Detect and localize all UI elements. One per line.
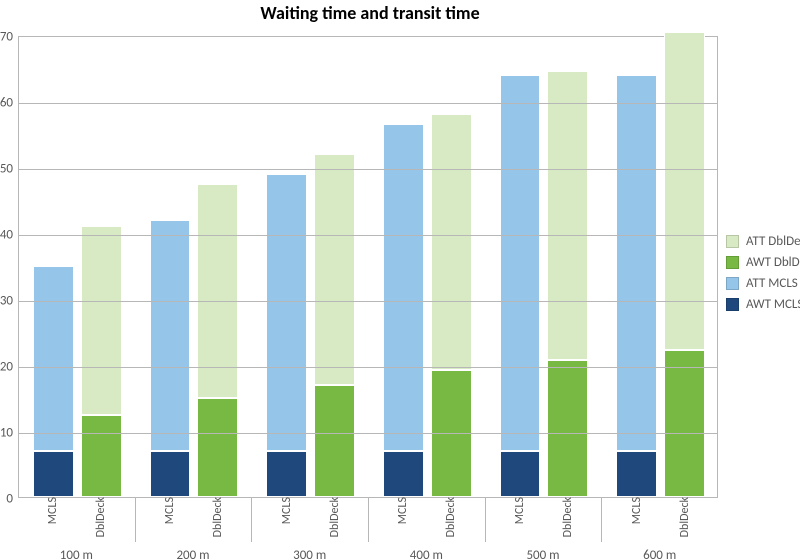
- chart-container: Waiting time and transit time MCLSDblDec…: [0, 0, 800, 560]
- x-group-tick: [601, 498, 602, 542]
- group-label: 600 m: [643, 548, 676, 560]
- bar-category-label: MCLS: [163, 497, 177, 528]
- bar-att-mcls: [33, 266, 74, 451]
- x-group-tick: [368, 498, 369, 542]
- group-label: 300 m: [293, 548, 326, 560]
- grid-line: [19, 433, 717, 434]
- legend-label: AWT MCLS: [746, 297, 800, 312]
- bar-group: MCLSDblDeck: [602, 37, 719, 497]
- y-tick-label: 40: [0, 228, 19, 243]
- bar-category-label: DblDeck: [211, 497, 225, 541]
- legend-swatch: [726, 277, 739, 290]
- bar-category-label: DblDeck: [678, 497, 692, 541]
- bar-att-mcls: [383, 124, 424, 451]
- y-tick-label: 70: [0, 30, 19, 45]
- grid-line: [19, 367, 717, 368]
- bar-group: MCLSDblDeck: [19, 37, 136, 497]
- bar-category-label: DblDeck: [444, 497, 458, 541]
- bar-category-label: MCLS: [630, 497, 644, 528]
- bar-groups: MCLSDblDeckMCLSDblDeckMCLSDblDeckMCLSDbl…: [19, 37, 717, 497]
- grid-line: [19, 301, 717, 302]
- legend: ATT DblDeck AWT DblDeck ATT MCLS AWT MCLS: [726, 234, 800, 318]
- grid-line: [19, 235, 717, 236]
- bar-group: MCLSDblDeck: [486, 37, 603, 497]
- y-tick-label: 50: [0, 162, 19, 177]
- bar-att-mcls: [500, 75, 541, 451]
- y-tick-label: 60: [0, 96, 19, 111]
- legend-item: AWT DblDeck: [726, 255, 800, 270]
- bar-category-label: MCLS: [280, 497, 294, 528]
- group-label: 500 m: [526, 548, 559, 560]
- x-group-tick: [485, 498, 486, 542]
- bar-awt-mcls: [383, 451, 424, 497]
- legend-swatch: [726, 256, 739, 269]
- bar-att-dbl: [431, 114, 472, 370]
- bar-att-dbl: [81, 226, 122, 414]
- legend-item: ATT DblDeck: [726, 234, 800, 249]
- group-label: 200 m: [176, 548, 209, 560]
- legend-label: ATT MCLS: [746, 276, 798, 291]
- bar-att-mcls: [616, 75, 657, 451]
- bar-att-mcls: [266, 174, 307, 451]
- bar-att-dbl: [314, 154, 355, 385]
- x-group-tick: [135, 498, 136, 542]
- bar-group: MCLSDblDeck: [369, 37, 486, 497]
- bar-att-mcls: [150, 220, 191, 451]
- chart-title: Waiting time and transit time: [0, 2, 740, 24]
- bar-awt-dbl: [81, 415, 122, 498]
- bar-awt-mcls: [616, 451, 657, 497]
- bar-att-dbl: [197, 184, 238, 399]
- bar-category-label: MCLS: [396, 497, 410, 528]
- plot-area: MCLSDblDeckMCLSDblDeckMCLSDblDeckMCLSDbl…: [18, 36, 718, 498]
- bar-att-dbl: [664, 32, 705, 351]
- bar-category-label: DblDeck: [94, 497, 108, 541]
- group-label: 400 m: [410, 548, 443, 560]
- bar-category-label: MCLS: [513, 497, 527, 528]
- bar-awt-mcls: [33, 451, 74, 497]
- bar-category-label: DblDeck: [561, 497, 575, 541]
- grid-line: [19, 103, 717, 104]
- y-tick-label: 30: [0, 294, 19, 309]
- x-group-tick: [251, 498, 252, 542]
- bar-awt-dbl: [197, 398, 238, 497]
- bar-awt-dbl: [547, 360, 588, 497]
- legend-swatch: [726, 298, 739, 311]
- y-tick-label: 0: [6, 492, 19, 507]
- bar-category-label: DblDeck: [328, 497, 342, 541]
- grid-line: [19, 169, 717, 170]
- y-tick-label: 20: [0, 360, 19, 375]
- legend-label: AWT DblDeck: [746, 255, 800, 270]
- legend-item: ATT MCLS: [726, 276, 800, 291]
- legend-label: ATT DblDeck: [746, 234, 800, 249]
- bar-awt-mcls: [150, 451, 191, 497]
- bar-awt-mcls: [266, 451, 307, 497]
- bar-awt-mcls: [500, 451, 541, 497]
- bar-awt-dbl: [664, 350, 705, 497]
- group-label: 100 m: [60, 548, 93, 560]
- legend-item: AWT MCLS: [726, 297, 800, 312]
- legend-swatch: [726, 235, 739, 248]
- bar-category-label: MCLS: [46, 497, 60, 528]
- bar-group: MCLSDblDeck: [136, 37, 253, 497]
- bar-group: MCLSDblDeck: [252, 37, 369, 497]
- y-tick-label: 10: [0, 426, 19, 441]
- bar-att-dbl: [547, 71, 588, 359]
- bar-awt-dbl: [314, 385, 355, 497]
